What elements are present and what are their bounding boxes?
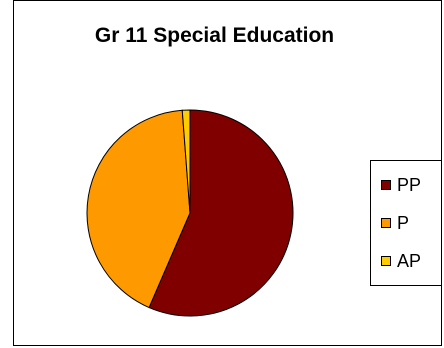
legend-item-ap: AP <box>381 251 421 271</box>
legend-item-p: P <box>381 213 409 233</box>
legend-swatch-pp <box>381 180 391 190</box>
legend-swatch-p <box>381 218 391 228</box>
legend-label-pp: PP <box>397 175 422 195</box>
pie-slice-ap <box>181 109 191 214</box>
legend-item-pp: PP <box>381 175 421 195</box>
legend-swatch-ap <box>381 256 391 266</box>
legend: PP P AP <box>370 160 442 286</box>
pie-slice-p <box>86 109 191 309</box>
legend-label-p: P <box>397 213 410 233</box>
pie-slice-pp <box>148 109 294 317</box>
pie-slices <box>86 109 294 317</box>
chart-title: Gr 11 Special Education <box>94 24 335 47</box>
legend-label-ap: AP <box>397 251 422 271</box>
